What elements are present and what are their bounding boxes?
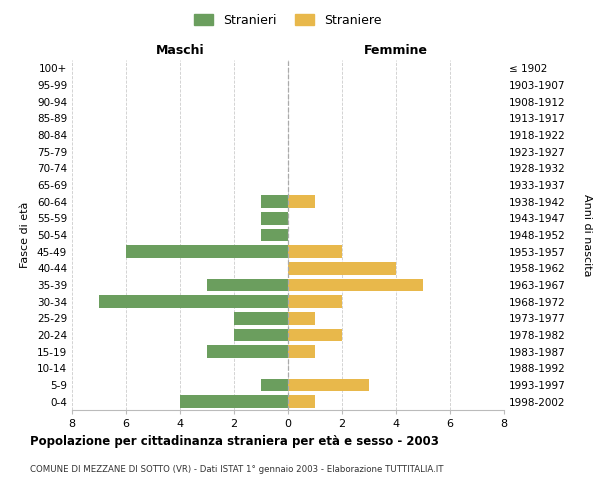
Bar [288,296,342,308]
Bar [288,329,342,341]
Bar [288,246,342,258]
Bar [234,329,288,341]
Text: Maschi: Maschi [155,44,205,57]
Bar [288,279,423,291]
Bar [288,396,315,408]
Bar [261,379,288,391]
Bar [261,212,288,224]
Bar [288,346,315,358]
Text: COMUNE DI MEZZANE DI SOTTO (VR) - Dati ISTAT 1° gennaio 2003 - Elaborazione TUTT: COMUNE DI MEZZANE DI SOTTO (VR) - Dati I… [30,465,443,474]
Bar [288,196,315,208]
Bar [288,379,369,391]
Bar [288,262,396,274]
Bar [207,279,288,291]
Bar [180,396,288,408]
Bar [234,312,288,324]
Bar [207,346,288,358]
Text: Femmine: Femmine [364,44,428,57]
Y-axis label: Anni di nascita: Anni di nascita [582,194,592,276]
Bar [99,296,288,308]
Bar [126,246,288,258]
Y-axis label: Fasce di età: Fasce di età [20,202,30,268]
Bar [261,196,288,208]
Bar [288,312,315,324]
Text: Popolazione per cittadinanza straniera per età e sesso - 2003: Popolazione per cittadinanza straniera p… [30,435,439,448]
Bar [261,229,288,241]
Legend: Stranieri, Straniere: Stranieri, Straniere [190,8,386,32]
